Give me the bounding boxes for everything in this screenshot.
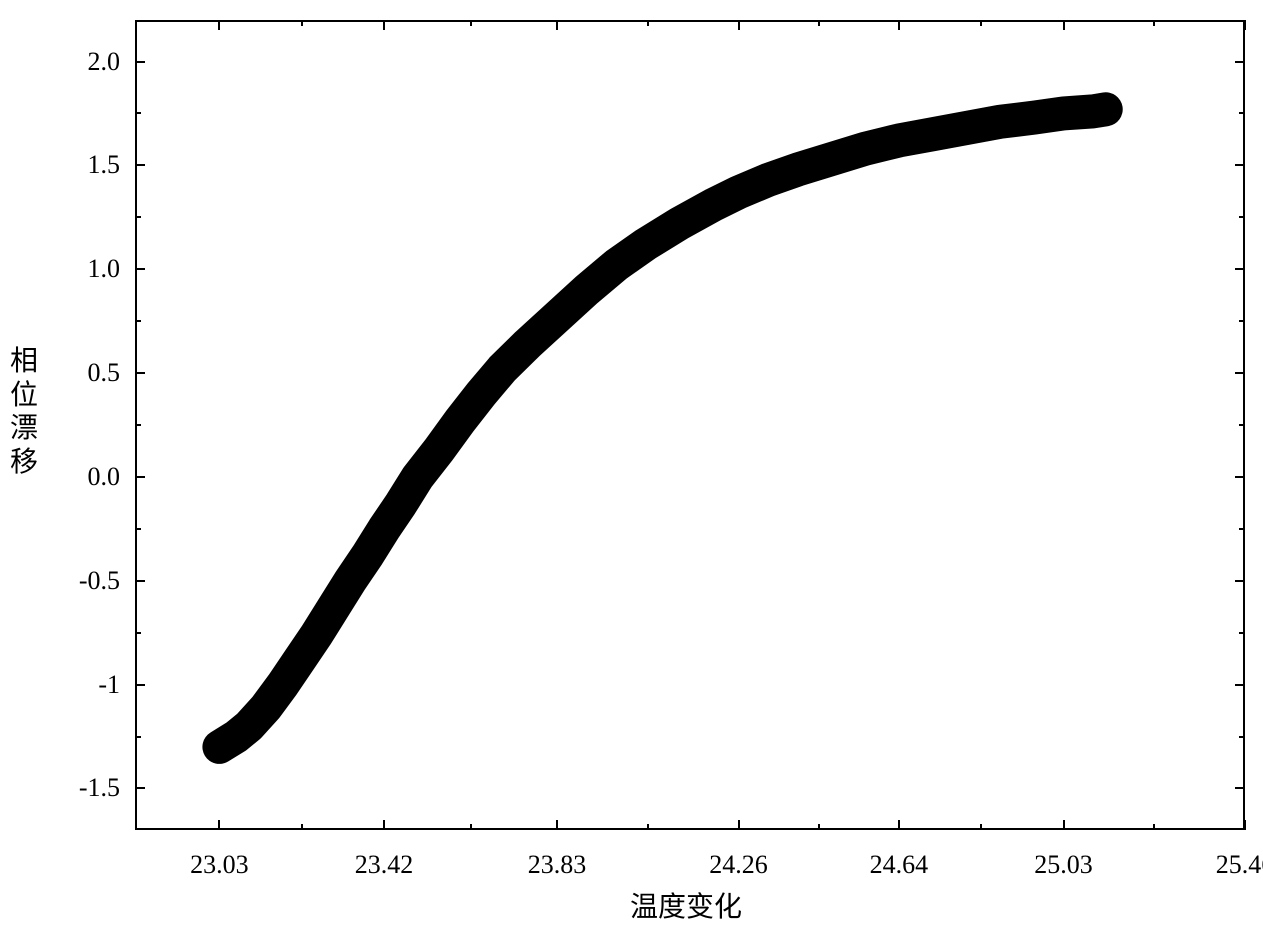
y-tick-major: [135, 268, 145, 270]
y-tick-major: [1235, 164, 1245, 166]
x-tick-label: 24.64: [870, 850, 929, 880]
x-tick-minor: [980, 20, 982, 26]
y-tick-major: [135, 684, 145, 686]
y-tick-minor: [1239, 320, 1245, 322]
x-tick-minor: [470, 824, 472, 830]
y-tick-major: [135, 787, 145, 789]
x-tick-major: [556, 20, 558, 30]
y-tick-label: 0.5: [88, 358, 121, 388]
x-tick-label: 23.03: [190, 850, 249, 880]
y-tick-minor: [1239, 112, 1245, 114]
x-tick-major: [218, 20, 220, 30]
chart-container: 相 位 漂 移 温度变化 -1.5 -1 -0.5 0.0 0.5 1.0 1.5 2.0 2…: [0, 0, 1263, 942]
x-tick-minor: [980, 824, 982, 830]
x-tick-major: [383, 820, 385, 830]
x-tick-minor: [647, 824, 649, 830]
x-tick-label: 24.26: [709, 850, 768, 880]
y-tick-minor: [135, 424, 141, 426]
x-tick-major: [898, 820, 900, 830]
y-tick-minor: [1239, 528, 1245, 530]
x-tick-major: [556, 820, 558, 830]
y-tick-major: [135, 580, 145, 582]
y-tick-label: 1.0: [88, 254, 121, 284]
y-tick-major: [135, 61, 145, 63]
x-tick-major: [1063, 20, 1065, 30]
x-tick-minor: [301, 20, 303, 26]
y-tick-major: [135, 372, 145, 374]
x-tick-major: [1063, 820, 1065, 830]
x-tick-major: [738, 820, 740, 830]
x-tick-label: 25.03: [1034, 850, 1093, 880]
y-tick-minor: [135, 112, 141, 114]
y-tick-major: [135, 476, 145, 478]
y-tick-label: 0.0: [88, 462, 121, 492]
x-tick-major: [1244, 20, 1246, 30]
y-tick-major: [1235, 476, 1245, 478]
x-axis-label: 温度变化: [630, 885, 742, 925]
x-tick-minor: [818, 824, 820, 830]
y-tick-major: [1235, 372, 1245, 374]
y-tick-label: -1.5: [79, 773, 120, 803]
x-tick-minor: [470, 20, 472, 26]
x-tick-major: [218, 820, 220, 830]
y-tick-minor: [135, 528, 141, 530]
y-tick-major: [1235, 268, 1245, 270]
y-tick-minor: [1239, 736, 1245, 738]
x-tick-major: [738, 20, 740, 30]
x-tick-minor: [818, 20, 820, 26]
y-axis-label-char-1: 相: [10, 345, 38, 379]
x-tick-minor: [301, 824, 303, 830]
y-tick-major: [1235, 61, 1245, 63]
x-tick-label: 23.83: [528, 850, 587, 880]
x-tick-minor: [1153, 824, 1155, 830]
x-tick-major: [898, 20, 900, 30]
y-tick-label: 1.5: [88, 150, 121, 180]
y-tick-minor: [1239, 632, 1245, 634]
y-axis-label-char-4: 移: [10, 446, 38, 480]
y-tick-minor: [135, 632, 141, 634]
x-tick-label: 23.42: [355, 850, 414, 880]
y-tick-label: 2.0: [88, 47, 121, 77]
y-axis-label-char-3: 漂: [10, 412, 38, 446]
y-tick-major: [1235, 787, 1245, 789]
y-tick-minor: [1239, 424, 1245, 426]
y-tick-minor: [135, 320, 141, 322]
y-tick-minor: [1239, 216, 1245, 218]
data-curve-svg: [0, 0, 1263, 942]
y-tick-major: [1235, 684, 1245, 686]
y-axis-label-char-2: 位: [10, 379, 38, 413]
y-tick-minor: [135, 736, 141, 738]
x-tick-minor: [1153, 20, 1155, 26]
x-tick-minor: [647, 20, 649, 26]
data-curve: [219, 109, 1105, 747]
y-tick-major: [1235, 580, 1245, 582]
y-tick-label: -1: [98, 670, 120, 700]
x-tick-label: 25.46: [1216, 850, 1263, 880]
y-tick-minor: [135, 216, 141, 218]
y-tick-label: -0.5: [79, 566, 120, 596]
y-axis-label: 相 位 漂 移: [10, 345, 38, 479]
x-tick-major: [383, 20, 385, 30]
y-tick-major: [135, 164, 145, 166]
x-tick-major: [1244, 820, 1246, 830]
